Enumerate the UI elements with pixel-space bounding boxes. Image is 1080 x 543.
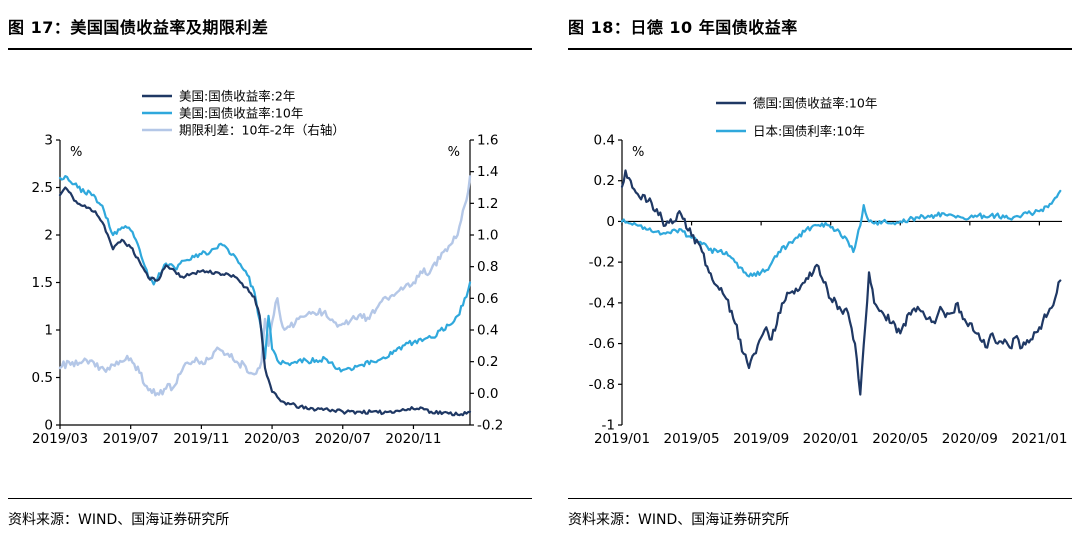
legend-label: 期限利差：10年-2年（右轴） (179, 123, 345, 138)
figure-17-source: 资料来源：WIND、国海证券研究所 (8, 498, 532, 543)
x-axis-label: 2020/03 (244, 431, 300, 447)
svg-text:0: 0 (606, 214, 615, 230)
svg-text:0.2: 0.2 (477, 354, 498, 370)
legend-label: 美国:国债收益率:10年 (179, 106, 303, 121)
unit-label-right: % (448, 145, 460, 160)
series-line (58, 175, 472, 397)
svg-text:0: 0 (44, 418, 53, 434)
svg-text:1.5: 1.5 (32, 275, 53, 291)
figure-17-title: 图 17：美国国债收益率及期限利差 (8, 8, 532, 50)
legend-label: 德国:国债收益率:10年 (753, 96, 877, 111)
svg-text:0.8: 0.8 (477, 259, 498, 275)
svg-text:-0.2: -0.2 (477, 418, 503, 434)
svg-text:1.4: 1.4 (477, 164, 498, 180)
svg-text:3: 3 (44, 133, 53, 149)
series-line (58, 186, 472, 417)
x-axis-label: 2020/07 (315, 431, 371, 447)
legend-label: 美国:国债收益率:2年 (179, 89, 295, 104)
svg-text:0.4: 0.4 (594, 133, 615, 149)
svg-text:1.6: 1.6 (477, 133, 498, 149)
svg-text:-0.6: -0.6 (589, 336, 615, 352)
svg-text:1.2: 1.2 (477, 196, 498, 212)
svg-text:0.6: 0.6 (477, 291, 498, 307)
x-axis-label: 2019/01 (594, 431, 650, 447)
x-axis-label: 2019/05 (664, 431, 720, 447)
svg-text:1.0: 1.0 (477, 228, 498, 244)
figure-17-chart: 3 2.5 2 1.5 1 0.5 0 1.6 1.4 1.2 1.0 0.8 0.6 0.4 0.2 0.0… (32, 89, 504, 448)
unit-label-left: % (70, 145, 82, 160)
series-line (620, 189, 1062, 278)
svg-text:-0.2: -0.2 (589, 255, 615, 271)
figure-18-title: 图 18：日德 10 年国债收益率 (568, 8, 1072, 50)
unit-label-left: % (632, 145, 644, 160)
series-line (58, 175, 472, 373)
legend-label: 日本:国债利率:10年 (753, 124, 865, 139)
svg-text:-1: -1 (602, 418, 615, 434)
x-axis-label: 2020/09 (942, 431, 998, 447)
x-axis-label: 2020/05 (872, 431, 928, 447)
figure-17-chart-area: 3 2.5 2 1.5 1 0.5 0 1.6 1.4 1.2 1.0 0.8 0.6 0.4 0.2 0.0… (8, 66, 532, 476)
x-axis-label: 2019/07 (103, 431, 159, 447)
x-axis-label: 2019/09 (733, 431, 789, 447)
svg-text:0.0: 0.0 (477, 386, 498, 402)
series-line (620, 169, 1062, 396)
axes: 3 2.5 2 1.5 1 0.5 0 1.6 1.4 1.2 1.0 0.8 0.6 0.4 0.2 0.0… (32, 133, 504, 434)
svg-text:2: 2 (44, 228, 53, 244)
svg-text:0.5: 0.5 (32, 370, 53, 386)
x-axis-label: 2019/11 (173, 431, 229, 447)
figure-18-source: 资料来源：WIND、国海证券研究所 (568, 498, 1072, 543)
x-axis-label: 2020/01 (803, 431, 859, 447)
x-axis-label: 2021/01 (1011, 431, 1067, 447)
svg-text:-0.8: -0.8 (589, 377, 615, 393)
series-lines (620, 169, 1062, 396)
x-axis-label: 2020/11 (385, 431, 441, 447)
figure-18-chart-area: 0.4 0.2 0 -0.2 -0.4 -0.6 -0.8 -1 2019/01 2019/05 2… (568, 66, 1072, 476)
svg-text:-0.4: -0.4 (589, 295, 615, 311)
x-axis-label: 2019/03 (32, 431, 88, 447)
svg-text:0.4: 0.4 (477, 323, 498, 339)
svg-text:1: 1 (44, 323, 53, 339)
svg-text:0.2: 0.2 (594, 173, 615, 189)
svg-text:2.5: 2.5 (32, 180, 53, 196)
series-lines (58, 175, 472, 417)
figure-18-panel: 图 18：日德 10 年国债收益率 0.4 0.2 0 -0.2 -0.4 -0.6 -0.… (568, 8, 1072, 543)
figure-17-panel: 图 17：美国国债收益率及期限利差 3 2.5 2 1.5 1 0.5 0 1.6 1.4 1.2… (8, 8, 532, 543)
